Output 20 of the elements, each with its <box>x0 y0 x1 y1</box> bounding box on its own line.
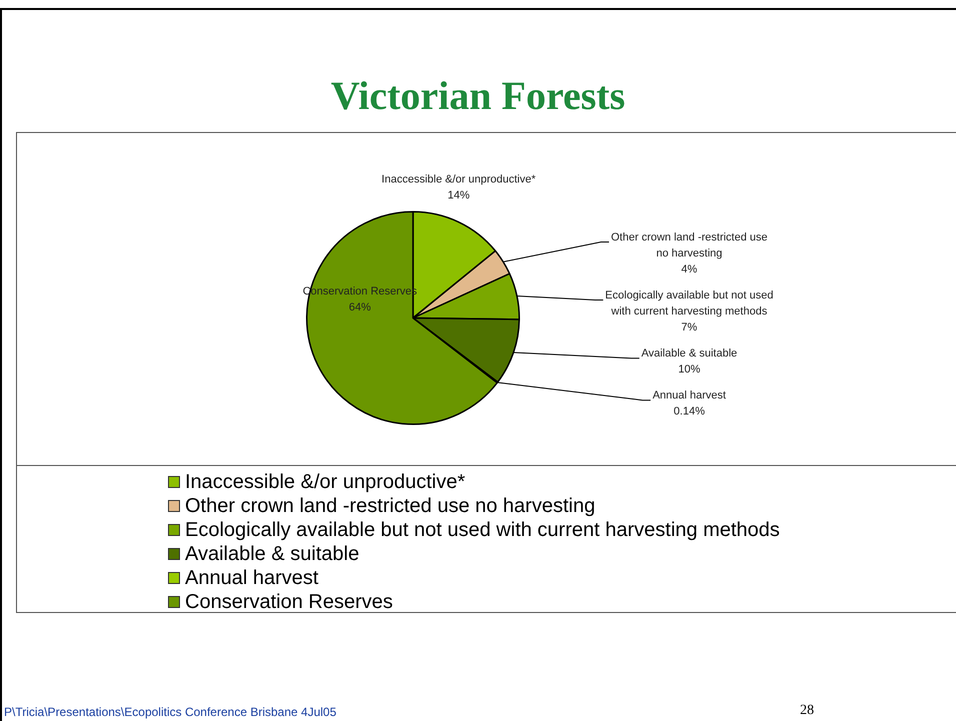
slice-label: Other crown land -restricted use no harvesting <box>610 232 768 260</box>
slice-label: Available & suitable <box>641 348 738 360</box>
legend-label: Available & suitable <box>185 542 360 566</box>
legend-label: Conservation Reserves <box>185 590 393 614</box>
slice-label: Annual harvest <box>652 390 726 402</box>
legend-label: Inaccessible &/or unproductive* <box>185 470 466 494</box>
legend-label: Other crown land -restricted use no harvesting <box>185 494 596 518</box>
slice-label: Ecologically available but not used with current harvesting methods <box>605 290 774 318</box>
slice-label: Inaccessible &/or unproductive* <box>382 173 536 186</box>
text: P\Tricia\Presentations\Ecopolitics Conference Brisbane 4Jul05 <box>4 705 336 719</box>
data-label: 0.14% <box>674 406 706 418</box>
text: 28 <box>800 703 814 719</box>
data-label: 7% <box>681 322 698 334</box>
data-label: 14% <box>448 189 470 202</box>
chart-title: Victorian Forests <box>330 72 626 119</box>
data-label: 4% <box>681 264 698 276</box>
legend-label: Annual harvest <box>185 566 318 590</box>
data-label: 64% <box>348 302 372 314</box>
data-label: 10% <box>678 364 700 376</box>
legend-label: Ecologically available but not used with current harvesting methods <box>185 518 780 542</box>
